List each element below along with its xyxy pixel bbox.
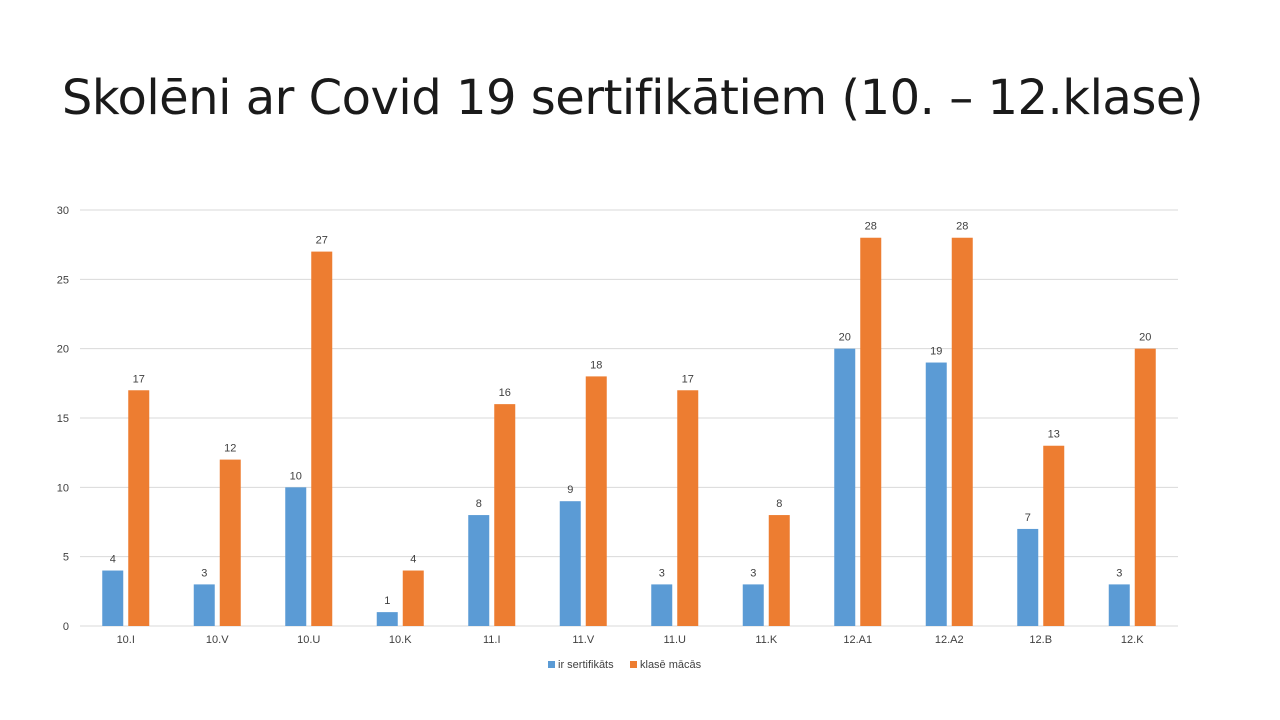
data-label: 28 — [956, 221, 968, 233]
bar — [651, 584, 673, 626]
data-label: 3 — [750, 567, 756, 579]
x-axis: 10.I 10.V 10.U 10.K 11.I 11.V 11.U 11.K 12.A1 12.… — [117, 634, 1145, 646]
slide-title: Skolēni ar Covid 19 sertifikātiem (10. –… — [61, 70, 1204, 126]
bar — [193, 584, 215, 626]
data-label: 8 — [776, 498, 782, 510]
legend-swatch — [630, 661, 637, 668]
bar — [285, 487, 307, 626]
bar — [860, 237, 882, 626]
data-label: 17 — [682, 373, 694, 385]
y-tick-label: 15 — [57, 413, 69, 425]
x-tick-label: 12.A2 — [935, 634, 964, 646]
data-label: 18 — [590, 359, 602, 371]
data-label: 17 — [133, 373, 145, 385]
data-label: 1 — [384, 595, 390, 607]
data-label: 8 — [476, 498, 482, 510]
data-label: 12 — [224, 443, 236, 455]
data-label: 3 — [1116, 567, 1122, 579]
bars — [102, 237, 1156, 626]
y-tick-label: 30 — [57, 205, 69, 217]
data-label: 19 — [930, 346, 942, 358]
x-tick-label: 11.I — [483, 634, 501, 646]
bar — [102, 570, 124, 626]
data-label: 13 — [1048, 429, 1060, 441]
bar — [768, 515, 790, 626]
data-label: 4 — [410, 554, 416, 566]
data-label: 27 — [316, 235, 328, 247]
x-tick-label: 10.V — [206, 634, 229, 646]
bar — [311, 251, 333, 626]
data-labels: 4 17 3 12 10 27 1 4 8 16 9 18 3 17 3 8 20 28 19 28 7 13 3 20 — [110, 221, 1152, 607]
legend: ir sertifikāts klasē mācās — [548, 659, 702, 671]
bar — [376, 612, 398, 626]
data-label: 28 — [865, 221, 877, 233]
bar — [834, 348, 856, 626]
data-label: 3 — [659, 567, 665, 579]
y-tick-label: 25 — [57, 274, 69, 286]
x-tick-label: 11.U — [664, 634, 686, 646]
y-tick-label: 10 — [57, 482, 69, 494]
bar — [1108, 584, 1130, 626]
data-label: 20 — [839, 332, 851, 344]
x-tick-label: 10.U — [297, 634, 320, 646]
data-label: 20 — [1139, 332, 1151, 344]
bar — [494, 404, 516, 626]
bar — [585, 376, 607, 626]
y-tick-label: 0 — [63, 621, 69, 633]
data-label: 16 — [499, 387, 511, 399]
x-tick-label: 11.K — [755, 634, 777, 646]
data-label: 10 — [290, 470, 302, 482]
legend-label: klasē mācās — [640, 659, 702, 671]
data-label: 7 — [1025, 512, 1031, 524]
bar — [559, 501, 581, 626]
y-tick-label: 20 — [57, 344, 69, 356]
data-label: 4 — [110, 554, 116, 566]
bar — [951, 237, 973, 626]
bar — [1043, 445, 1065, 626]
bar — [128, 390, 150, 626]
x-tick-label: 12.K — [1121, 634, 1144, 646]
data-label: 9 — [567, 484, 573, 496]
x-tick-label: 11.V — [572, 634, 594, 646]
x-tick-label: 12.B — [1029, 634, 1052, 646]
data-label: 3 — [201, 567, 207, 579]
y-tick-label: 5 — [63, 552, 69, 564]
y-axis: 0 5 10 15 20 25 30 — [57, 205, 69, 633]
x-tick-label: 10.K — [389, 634, 412, 646]
bar — [1017, 528, 1039, 626]
legend-swatch — [548, 661, 555, 668]
bar — [677, 390, 699, 626]
bar — [1134, 348, 1156, 626]
bar — [925, 362, 947, 626]
gridlines — [80, 209, 1178, 627]
bar — [742, 584, 764, 626]
bar — [219, 459, 241, 626]
x-tick-label: 12.A1 — [843, 634, 872, 646]
legend-label: ir sertifikāts — [558, 659, 614, 671]
bar — [468, 515, 490, 626]
x-tick-label: 10.I — [117, 634, 135, 646]
bar — [402, 570, 424, 626]
